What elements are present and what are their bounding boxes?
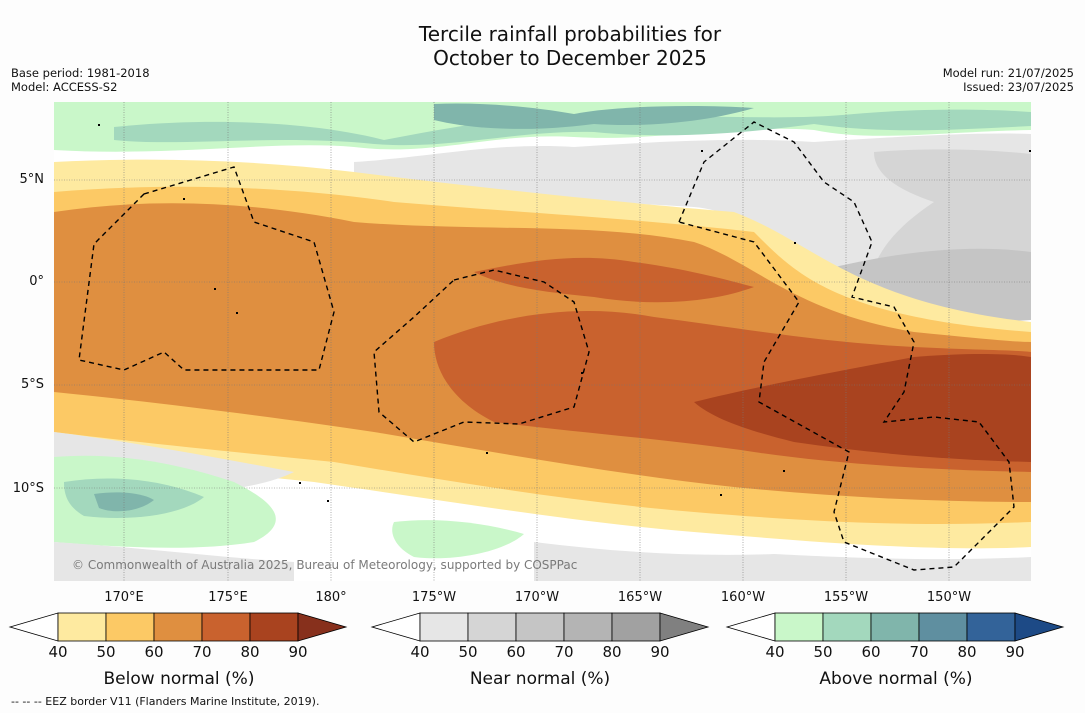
- colorbar-title-above: Above normal (%): [819, 669, 973, 689]
- colorbar-tick-label: 60: [506, 643, 526, 661]
- lat-label-0: 0°: [29, 274, 44, 289]
- colorbar-tick-label: 90: [650, 643, 670, 661]
- colorbar-low-extend: [725, 612, 776, 642]
- lon-label-165w: 165°W: [617, 590, 663, 605]
- colorbar-tick-label: 80: [240, 643, 260, 661]
- colorbar-tick-label: 60: [861, 643, 881, 661]
- lon-label-170e: 170°E: [104, 590, 144, 605]
- colorbars: [8, 612, 1065, 642]
- colorbar-tick-label: 80: [602, 643, 622, 661]
- region-near-south-west: [54, 542, 294, 581]
- colorbar-segment: [822, 612, 872, 642]
- region-above-60-north: [114, 109, 1031, 146]
- issued-text: Issued: 23/07/2025: [963, 80, 1074, 94]
- region-near-south-east: [534, 542, 1031, 581]
- base-period-text: Base period: 1981-2018: [11, 66, 150, 80]
- lon-label-180: 180°: [315, 590, 347, 605]
- colorbar-high-extend: [659, 612, 710, 642]
- colorbar-segment: [201, 612, 251, 642]
- colorbar-tick-label: 60: [144, 643, 164, 661]
- lon-label-160w: 160°W: [720, 590, 766, 605]
- region-near-50-north: [354, 133, 1031, 294]
- colorbar-segment: [966, 612, 1016, 642]
- colorbar-high-extend: [1014, 612, 1065, 642]
- region-below-80: [694, 353, 1031, 462]
- colorbar-segment: [918, 612, 968, 642]
- colorbar-segment: [57, 612, 107, 642]
- lat-label-10s: 10°S: [12, 481, 44, 496]
- colorbar-below-normal: [8, 612, 348, 642]
- colorbar-tick-label: 40: [410, 643, 430, 661]
- colorbar-tick-label: 70: [909, 643, 929, 661]
- colorbar-tick-label: 50: [96, 643, 116, 661]
- colorbar-title-below: Below normal (%): [103, 669, 255, 689]
- lon-label-170w: 170°W: [514, 590, 560, 605]
- colorbar-tick-label: 90: [288, 643, 308, 661]
- eez-footnote: -- -- -- EEZ border V11 (Flanders Marine…: [11, 695, 320, 708]
- lon-label-155w: 155°W: [823, 590, 869, 605]
- colorbar-tick-label: 80: [957, 643, 977, 661]
- lat-label-5s: 5°S: [20, 377, 44, 392]
- colorbar-tick-label: 90: [1005, 643, 1025, 661]
- lon-label-175e: 175°E: [208, 590, 248, 605]
- lon-label-175w: 175°W: [411, 590, 457, 605]
- colorbar-tick-label: 50: [458, 643, 478, 661]
- model-run-text: Model run: 21/07/2025: [942, 66, 1074, 80]
- colorbar-high-extend: [297, 612, 348, 642]
- meta-left: Base period: 1981-2018 Model: ACCESS-S2: [11, 66, 150, 94]
- colorbar-tick-label: 70: [192, 643, 212, 661]
- region-above-south-center: [392, 520, 524, 559]
- region-below-70-north: [474, 257, 754, 303]
- title-line-1: Tercile rainfall probabilities for: [418, 22, 722, 46]
- rainfall-probability-map: [54, 102, 1031, 581]
- map-title: Tercile rainfall probabilities for Octob…: [0, 22, 1085, 70]
- colorbar-segment: [563, 612, 613, 642]
- lat-label-5n: 5°N: [19, 172, 45, 187]
- colorbar-segment: [419, 612, 469, 642]
- colorbar-title-near: Near normal (%): [469, 669, 611, 689]
- meta-right: Model run: 21/07/2025 Issued: 23/07/2025: [943, 66, 1074, 94]
- colorbar-segment: [105, 612, 155, 642]
- colorbar-segment: [870, 612, 920, 642]
- model-text: Model: ACCESS-S2: [11, 80, 118, 94]
- title-line-2: October to December 2025: [433, 46, 707, 70]
- islands: [98, 124, 1031, 502]
- region-above-70-south: [94, 492, 154, 512]
- colorbar-segment: [153, 612, 203, 642]
- colorbar-above-normal: [725, 612, 1065, 642]
- region-above-70-north: [434, 103, 754, 129]
- colorbar-segment: [467, 612, 517, 642]
- colorbar-low-extend: [370, 612, 421, 642]
- colorbar-tick-label: 50: [813, 643, 833, 661]
- colorbar-segment: [249, 612, 299, 642]
- colorbar-low-extend: [8, 612, 59, 642]
- colorbar-near-normal: [370, 612, 710, 642]
- colorbar-segment: [774, 612, 824, 642]
- lon-label-150w: 150°W: [926, 590, 972, 605]
- copyright-text: © Commonwealth of Australia 2025, Bureau…: [72, 558, 578, 572]
- colorbar-tick-label: 40: [48, 643, 68, 661]
- colorbar-tick-label: 40: [765, 643, 785, 661]
- eez-borders: [78, 121, 1015, 571]
- colorbar-tick-label: 70: [554, 643, 574, 661]
- colorbar-segment: [515, 612, 565, 642]
- colorbar-segment: [611, 612, 661, 642]
